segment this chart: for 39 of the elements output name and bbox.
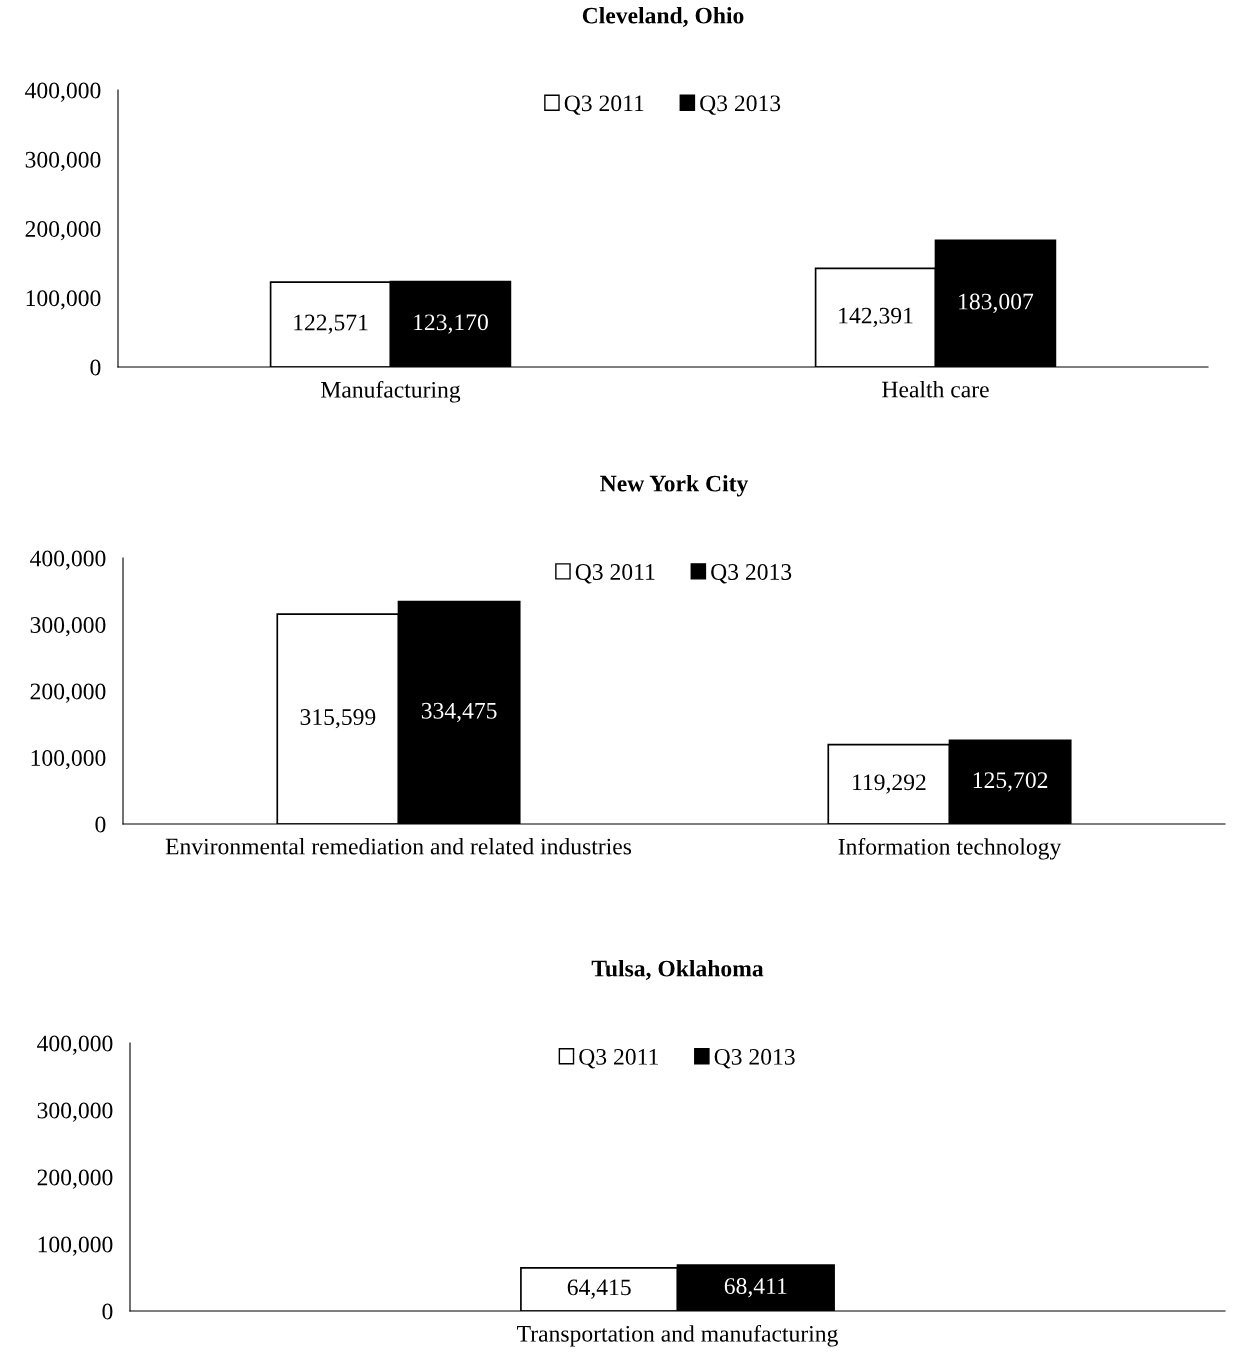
chart-title: Tulsa, Oklahoma (591, 959, 764, 980)
y-tick-label: 200,000 (30, 683, 106, 703)
y-tick-label: 0 (102, 1303, 113, 1320)
y-tick-label: 400,000 (37, 1035, 113, 1055)
legend-label: Q3 2011 (564, 95, 644, 115)
legend-label: Q3 2013 (700, 95, 781, 115)
data-label: 334,475 (421, 702, 497, 723)
y-tick-label: 100,000 (38, 1236, 113, 1256)
y-tick-label: 100,000 (26, 290, 101, 310)
y-tick-label: 300,000 (30, 616, 106, 637)
data-label: 122,571 (294, 314, 368, 334)
y-tick-label: 300,000 (37, 1102, 113, 1122)
x-tick-label: Transportation and manufacturing (517, 1324, 838, 1347)
data-label: 183,007 (959, 293, 1034, 313)
data-label: 315,599 (300, 709, 376, 729)
legend-label: Q3 2011 (575, 563, 655, 584)
y-tick-label: 200,000 (25, 220, 101, 241)
y-tick-label: 400,000 (30, 550, 106, 570)
chart-title: New York City (600, 474, 749, 497)
legend-label: Q3 2013 (714, 1048, 795, 1069)
y-tick-label: 400,000 (25, 82, 101, 102)
legend-label: Q3 2013 (711, 563, 792, 584)
y-tick-label: 300,000 (25, 151, 101, 172)
data-label: 123,170 (414, 314, 488, 334)
y-tick-label: 200,000 (37, 1169, 113, 1189)
data-label: 125,702 (973, 772, 1048, 792)
y-tick-label: 100,000 (31, 749, 106, 770)
chart-title: Cleveland, Ohio (582, 6, 744, 27)
x-tick-label: Health care (882, 380, 989, 398)
y-tick-label: 0 (90, 359, 101, 376)
x-tick-label: Information technology (838, 837, 1062, 860)
data-label: 142,391 (839, 307, 913, 328)
x-tick-label: Environmental remediation and related industries (165, 837, 632, 855)
data-label: 119,292 (853, 774, 926, 794)
legend-label: Q3 2011 (579, 1048, 658, 1069)
data-label: 68,411 (724, 1278, 787, 1298)
x-tick-label: Manufacturing (321, 380, 461, 403)
y-tick-label: 0 (95, 816, 106, 833)
data-label: 64,415 (567, 1279, 631, 1299)
